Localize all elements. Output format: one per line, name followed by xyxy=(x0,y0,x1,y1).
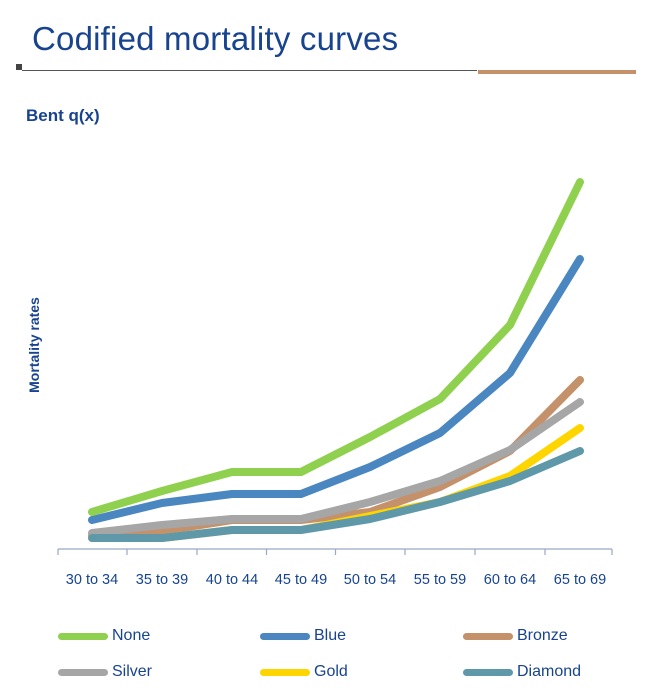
legend-item-none: None xyxy=(58,624,150,648)
title-accent-bar xyxy=(478,70,636,74)
page-title: Codified mortality curves xyxy=(32,20,399,57)
x-tick-label: 35 to 39 xyxy=(136,572,188,588)
legend-label: None xyxy=(112,627,151,644)
legend-swatch xyxy=(58,632,108,640)
legend-swatch xyxy=(260,668,310,676)
x-tick-label: 30 to 34 xyxy=(66,572,118,588)
legend-item-gold: Gold xyxy=(260,660,348,684)
legend-item-diamond: Diamond xyxy=(463,660,581,684)
legend-item-blue: Blue xyxy=(260,624,346,648)
chart-title: Bent q(x) xyxy=(26,106,100,125)
x-tick-label: 60 to 64 xyxy=(484,572,536,588)
series-line-none xyxy=(88,178,584,516)
legend-item-bronze: Bronze xyxy=(463,624,568,648)
legend-label: Gold xyxy=(314,663,348,680)
x-axis xyxy=(57,548,613,555)
series-line-diamond xyxy=(88,447,584,542)
series-line-silver xyxy=(88,398,584,537)
x-tick-label: 50 to 54 xyxy=(344,572,396,588)
legend-item-silver: Silver xyxy=(58,660,152,684)
x-tick-label: 40 to 44 xyxy=(206,572,258,588)
x-tick-label: 45 to 49 xyxy=(275,572,327,588)
title-bullet-marker xyxy=(16,64,22,70)
legend-swatch xyxy=(463,668,513,676)
legend-label: Diamond xyxy=(517,663,582,680)
legend-swatch xyxy=(58,668,108,676)
series-lines xyxy=(88,178,584,542)
x-tick-label: 55 to 59 xyxy=(414,572,466,588)
series-line-blue xyxy=(88,255,584,524)
x-tick-labels: 30 to 34 35 to 39 40 to 44 45 to 49 50 to 54… xyxy=(66,572,606,588)
title-divider xyxy=(22,70,477,71)
legend-swatch xyxy=(260,632,310,640)
legend-label: Bronze xyxy=(517,627,568,644)
legend-label: Silver xyxy=(112,663,153,680)
legend-swatch xyxy=(463,632,513,640)
chart-legend: None Blue Bronze Silver Gold Diamond xyxy=(58,624,638,688)
x-tick-label: 65 to 69 xyxy=(554,572,606,588)
legend-label: Blue xyxy=(314,627,347,644)
